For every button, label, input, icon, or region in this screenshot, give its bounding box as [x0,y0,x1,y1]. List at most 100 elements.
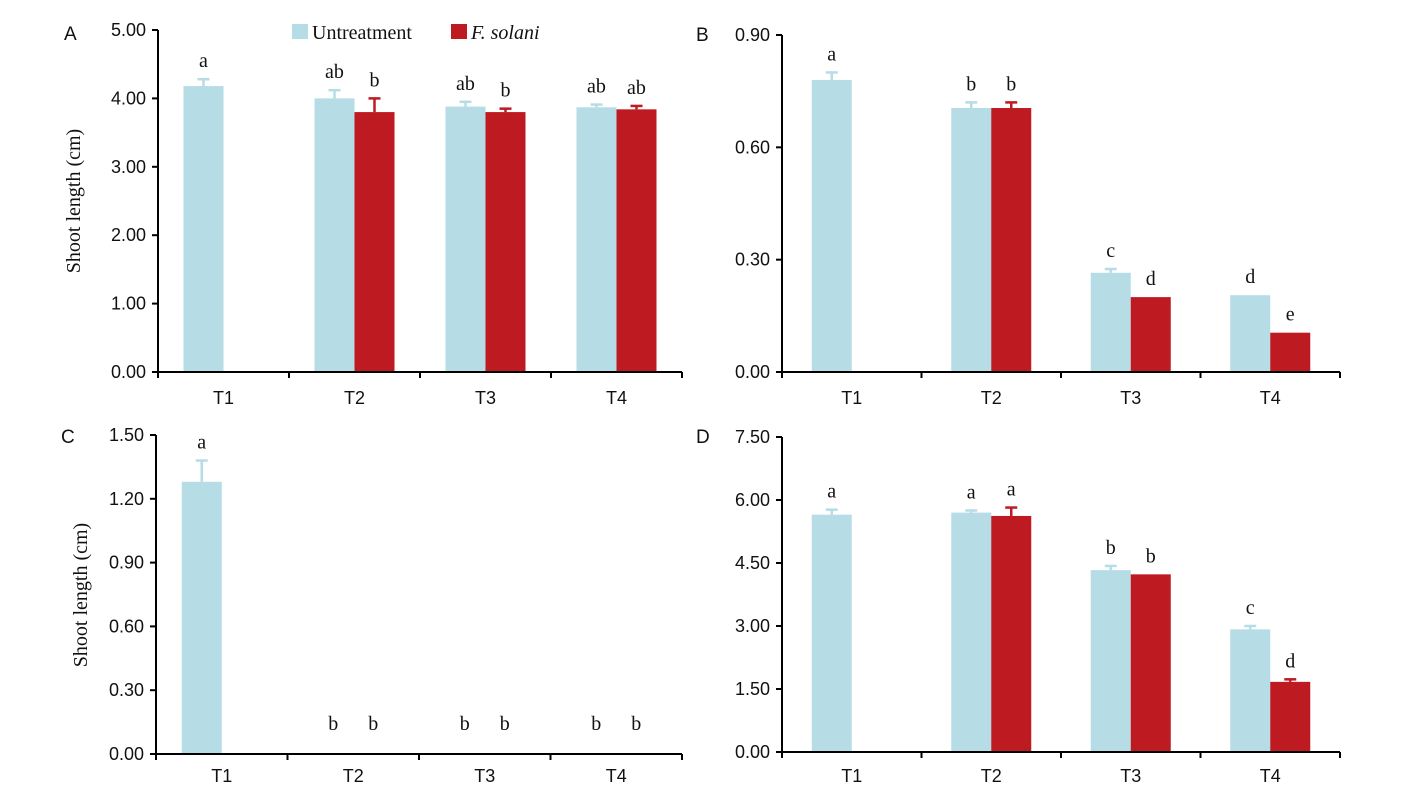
panel-letter: C [61,427,75,448]
y-tick-label: 0.30 [109,680,144,700]
significance-label: d [1245,266,1255,288]
significance-label: b [1006,73,1016,95]
y-tick-label: 0.60 [735,137,770,157]
y-tick-label: 0.00 [735,742,770,762]
y-tick-label: 4.50 [735,553,770,573]
significance-label: b [631,713,641,735]
significance-label: b [966,73,976,95]
significance-label: ab [325,61,344,83]
bar-untreatment [811,79,852,372]
y-tick-label: 0.60 [109,616,144,636]
significance-label: b [460,713,470,735]
bar-untreatment [1090,570,1131,752]
significance-label: a [1007,479,1016,501]
x-tick-label: T3 [1120,388,1141,408]
significance-label: b [591,713,601,735]
x-tick-label: T2 [343,766,364,786]
bar-untreatment [1230,295,1271,372]
panel-c: C Shoot length (cm) 0.00 0.30 0.60 0.90 1.20 1.… [61,425,683,786]
panel-b: B 0.00 0.30 0.60 0.90 a b b c d d e T1 T2 T3 T4 [696,25,1341,408]
significance-label: b [370,69,380,91]
bar-f-solani [991,515,1032,752]
y-tick-label: 0.90 [735,25,770,45]
significance-label: ab [456,73,475,95]
y-tick-label: 6.00 [735,490,770,510]
legend-swatch [451,24,467,39]
y-tick-label: 3.00 [111,157,146,177]
y-tick-label: 5.00 [111,20,146,40]
x-tick-label: T4 [606,388,627,408]
y-tick-label: 1.00 [111,294,146,314]
x-tick-label: T2 [981,388,1002,408]
bar-untreatment [1230,629,1271,752]
y-axis-label: Shoot length (cm) [70,523,92,667]
y-tick-label: 0.00 [109,744,144,764]
panel-letter: D [696,427,710,448]
x-tick-label: T4 [1260,388,1281,408]
x-tick-label: T3 [1120,766,1141,786]
bar-untreatment [183,86,224,372]
legend-label: Untreatment [312,22,412,44]
significance-label: ab [587,76,606,98]
bar-untreatment [951,512,992,752]
panel-a: A Shoot length (cm) 0.00 1.00 2.00 3.00 4.00 5.… [63,20,683,408]
x-tick-label: T4 [606,766,627,786]
y-tick-label: 0.30 [735,250,770,270]
bar-f-solani [485,112,526,372]
significance-label: a [827,43,836,65]
significance-label: b [501,80,511,102]
legend-label: F. solani [470,22,540,44]
significance-label: b [1146,545,1156,567]
y-tick-label: 7.50 [735,427,770,447]
x-tick-label: T2 [981,766,1002,786]
bar-f-solani [1270,681,1311,752]
bar-untreatment [1090,272,1131,372]
bar-untreatment [314,98,355,373]
y-tick-label: 1.50 [109,425,144,445]
y-tick-label: 4.00 [111,88,146,108]
bar-untreatment [576,107,617,373]
significance-label: c [1246,597,1255,619]
significance-label: a [197,432,206,454]
panels: A Shoot length (cm) 0.00 1.00 2.00 3.00 4.00 5.… [61,20,1341,786]
x-tick-label: T1 [211,766,232,786]
y-axis-label: Shoot length (cm) [63,129,85,273]
bar-f-solani [1130,574,1171,752]
x-tick-label: T3 [475,388,496,408]
significance-label: b [1106,537,1116,559]
x-tick-label: T2 [344,388,365,408]
significance-label: b [500,713,510,735]
x-tick-label: T3 [474,766,495,786]
x-tick-label: T4 [1260,766,1281,786]
bar-untreatment [811,514,852,752]
y-tick-label: 3.00 [735,616,770,636]
bar-f-solani [1270,332,1311,372]
y-tick-label: 2.00 [111,225,146,245]
x-tick-label: T1 [841,766,862,786]
significance-label: b [368,713,378,735]
bar-untreatment [181,481,222,754]
y-tick-label: 0.90 [109,553,144,573]
legend-swatch [292,24,308,39]
y-tick-label: 1.20 [109,489,144,509]
bar-f-solani [1130,297,1171,372]
bar-untreatment [445,106,486,372]
y-tick-label: 0.00 [111,362,146,382]
significance-label: a [199,50,208,72]
panel-letter: A [64,24,77,45]
bar-untreatment [951,108,992,373]
significance-label: a [827,481,836,503]
legend: Untreatment F. solani [292,22,540,44]
y-tick-label: 0.00 [735,362,770,382]
significance-label: ab [627,77,646,99]
panel-letter: B [696,25,709,46]
x-tick-label: T1 [841,388,862,408]
bar-f-solani [616,109,657,373]
y-tick-label: 1.50 [735,679,770,699]
significance-label: e [1286,304,1295,326]
significance-label: c [1106,240,1115,262]
panel-d: D 0.00 1.50 3.00 4.50 6.00 7.50 a a a b b c d T1 T2 T3 T4 [696,427,1341,786]
bar-f-solani [991,108,1032,373]
significance-label: b [328,713,338,735]
